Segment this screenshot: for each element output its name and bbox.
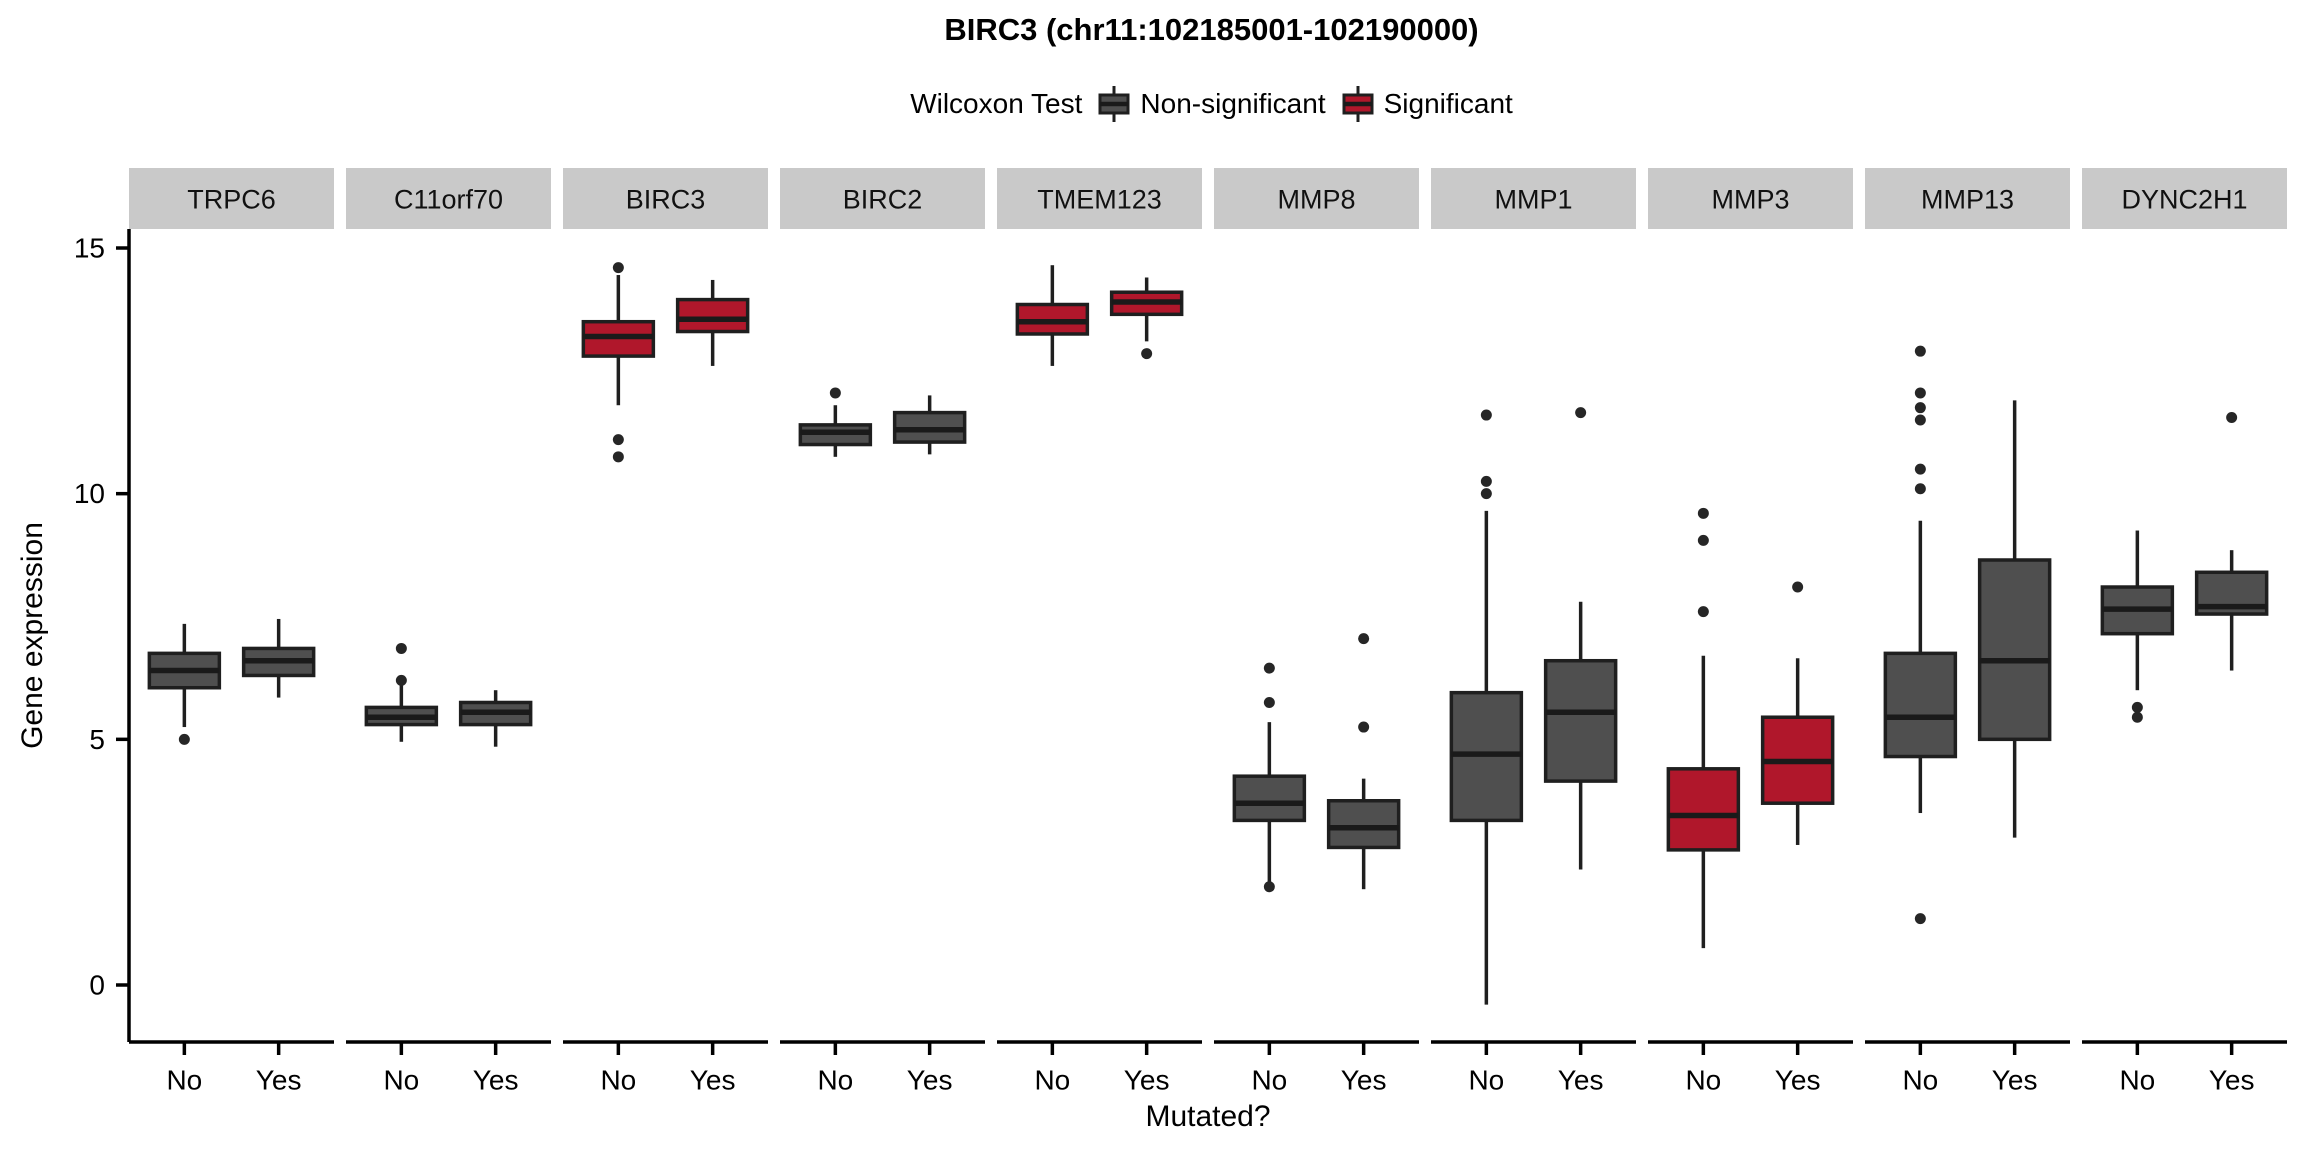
outlier-point-MMP13-No [1914, 463, 1926, 475]
outlier-point-TMEM123-Yes [1141, 348, 1153, 360]
box-MMP1-Yes [1543, 658, 1618, 783]
x-tick-label: Yes [1124, 1065, 1170, 1096]
facet-strip-MMP8 [1214, 168, 1419, 229]
legend: Wilcoxon Test Non-significant Significan… [129, 84, 2294, 124]
facet-strip-label: BIRC2 [843, 185, 923, 215]
outlier-point-C11orf70-No [395, 674, 407, 686]
x-tick-label: No [817, 1065, 853, 1096]
outlier-point-MMP8-No [1263, 881, 1275, 893]
facet-strip-MMP1 [1431, 168, 1636, 229]
outlier-point-C11orf70-No [395, 642, 407, 654]
outlier-point-MMP8-Yes [1358, 633, 1370, 645]
y-axis-title: Gene expression [16, 522, 49, 749]
x-tick-label: Yes [473, 1065, 519, 1096]
outlier-point-MMP8-Yes [1358, 721, 1370, 733]
x-axis-title: Mutated? [1145, 1100, 1270, 1133]
facet-strip-MMP3 [1648, 168, 1853, 229]
outlier-point-MMP13-No [1914, 345, 1926, 357]
outlier-point-MMP13-No [1914, 402, 1926, 414]
outlier-point-MMP8-No [1263, 662, 1275, 674]
facet-strip-label: MMP3 [1711, 185, 1789, 215]
x-tick-label: Yes [1775, 1065, 1821, 1096]
facet-strip-label: DYNC2H1 [2121, 185, 2247, 215]
box-MMP8-Yes [1326, 799, 1401, 850]
facet-strip-label: TMEM123 [1037, 185, 1162, 215]
x-tick-label: No [383, 1065, 419, 1096]
x-tick-label: Yes [690, 1065, 736, 1096]
box-BIRC3-Yes [675, 297, 750, 334]
x-tick-label: No [166, 1065, 202, 1096]
outlier-point-MMP3-No [1697, 606, 1709, 618]
outlier-point-BIRC3-No [612, 434, 624, 446]
outlier-point-DYNC2H1-Yes [2226, 412, 2238, 424]
box-MMP13-Yes [1977, 558, 2052, 742]
outlier-point-BIRC2-No [829, 387, 841, 399]
boxplot-key-icon [1098, 86, 1130, 122]
legend-title: Wilcoxon Test [910, 88, 1083, 119]
facet-strip-label: MMP13 [1921, 185, 2014, 215]
outlier-point-MMP1-No [1480, 475, 1492, 487]
x-tick-label: Yes [256, 1065, 302, 1096]
outlier-point-MMP13-No [1914, 913, 1926, 925]
facet-strip-label: MMP8 [1277, 185, 1355, 215]
x-tick-label: Yes [2209, 1065, 2255, 1096]
outlier-point-MMP13-No [1914, 483, 1926, 495]
outlier-point-MMP1-Yes [1575, 407, 1587, 419]
y-tick-label: 15 [74, 233, 105, 264]
facet-strip-BIRC2 [780, 168, 985, 229]
facet-strip-label: TRPC6 [187, 185, 276, 215]
facet-strip-TMEM123 [997, 168, 1202, 229]
outlier-point-MMP1-No [1480, 409, 1492, 421]
x-tick-label: No [600, 1065, 636, 1096]
outlier-point-MMP13-No [1914, 387, 1926, 399]
outlier-point-BIRC3-No [612, 451, 624, 463]
outlier-point-DYNC2H1-No [2131, 711, 2143, 723]
facet-strip-label: C11orf70 [394, 185, 503, 215]
facet-strip-DYNC2H1 [2082, 168, 2287, 229]
outlier-point-MMP3-No [1697, 534, 1709, 546]
outlier-point-MMP3-Yes [1792, 581, 1804, 593]
outlier-point-MMP8-No [1263, 696, 1275, 708]
facet-strip-C11orf70 [346, 168, 551, 229]
box-MMP8-No [1232, 774, 1307, 823]
box-MMP3-No [1666, 767, 1741, 852]
outlier-point-MMP3-No [1697, 507, 1709, 519]
legend-label-nonsignificant: Non-significant [1140, 88, 1326, 119]
legend-item-nonsignificant: Non-significant [1096, 84, 1326, 124]
outlier-point-TRPC6-No [178, 733, 190, 745]
x-tick-label: No [1251, 1065, 1287, 1096]
x-tick-label: Yes [907, 1065, 953, 1096]
x-tick-label: No [1685, 1065, 1721, 1096]
box-MMP13-No [1883, 651, 1958, 759]
facet-strip-BIRC3 [563, 168, 768, 229]
outlier-point-BIRC3-No [612, 262, 624, 274]
x-tick-label: Yes [1992, 1065, 2038, 1096]
y-tick-label: 5 [89, 724, 105, 755]
legend-item-significant: Significant [1340, 84, 1513, 124]
facet-strip-MMP13 [1865, 168, 2070, 229]
y-tick-label: 0 [89, 970, 105, 1001]
x-tick-label: Yes [1558, 1065, 1604, 1096]
x-tick-label: No [1034, 1065, 1070, 1096]
x-tick-label: No [1902, 1065, 1938, 1096]
y-tick-label: 10 [74, 478, 105, 509]
facet-strip-label: BIRC3 [626, 185, 706, 215]
facet-strip-TRPC6 [129, 168, 334, 229]
x-tick-label: No [2119, 1065, 2155, 1096]
chart-title: BIRC3 (chr11:102185001-102190000) [944, 12, 1479, 47]
boxplot-key-icon [1342, 86, 1374, 122]
outlier-point-MMP13-No [1914, 414, 1926, 426]
x-tick-label: Yes [1341, 1065, 1387, 1096]
outlier-point-MMP1-No [1480, 488, 1492, 500]
legend-label-significant: Significant [1383, 88, 1513, 119]
outlier-point-DYNC2H1-No [2131, 701, 2143, 713]
facet-strip-label: MMP1 [1494, 185, 1572, 215]
x-tick-label: No [1468, 1065, 1504, 1096]
